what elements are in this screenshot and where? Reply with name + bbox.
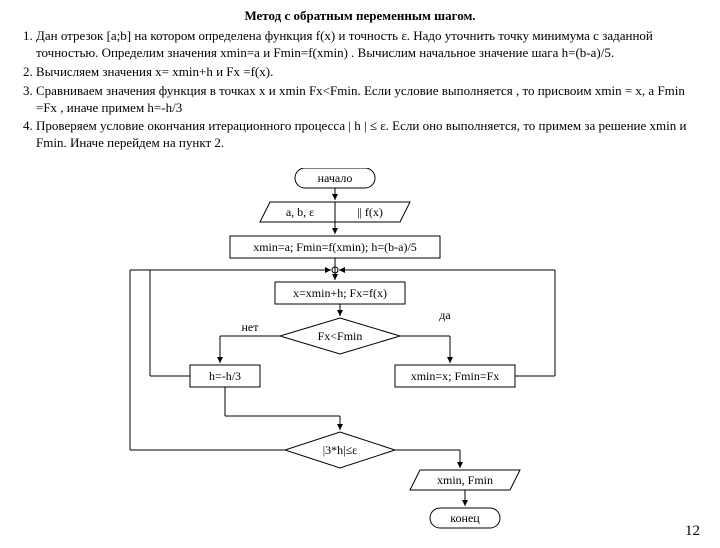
steps-list: Дан отрезок [a;b] на котором определена … bbox=[12, 28, 708, 152]
node-input-left: a, b, ε bbox=[286, 205, 314, 219]
node-calc: x=xmin+h; Fx=f(x) bbox=[293, 286, 387, 300]
flowchart: начало a, b, ε || f(x) xmin=a; Fmin=f(xm… bbox=[0, 168, 720, 548]
step-1: Дан отрезок [a;b] на котором определена … bbox=[36, 28, 708, 62]
node-hleft: h=-h/3 bbox=[209, 369, 241, 383]
node-hright: xmin=x; Fmin=Fx bbox=[411, 369, 500, 383]
label-yes: да bbox=[439, 308, 451, 322]
node-cond1: Fx<Fmin bbox=[318, 329, 363, 343]
step-3: Сравниваем значения функция в точках x и… bbox=[36, 83, 708, 117]
node-start: начало bbox=[318, 171, 353, 185]
node-output: xmin, Fmin bbox=[437, 473, 493, 487]
step-2: Вычисляем значения x= xmin+h и Fx =f(x). bbox=[36, 64, 708, 81]
step-4: Проверяем условие окончания итерационног… bbox=[36, 118, 708, 152]
node-input-right: || f(x) bbox=[357, 205, 383, 219]
label-no: нет bbox=[242, 320, 260, 334]
page-number: 12 bbox=[685, 523, 700, 540]
page-title: Метод с обратным переменным шагом. bbox=[0, 8, 720, 24]
node-cond2: |3*h|≤ε bbox=[323, 443, 357, 457]
node-init: xmin=a; Fmin=f(xmin); h=(b-a)/5 bbox=[253, 240, 417, 254]
node-end: конец bbox=[450, 511, 480, 525]
